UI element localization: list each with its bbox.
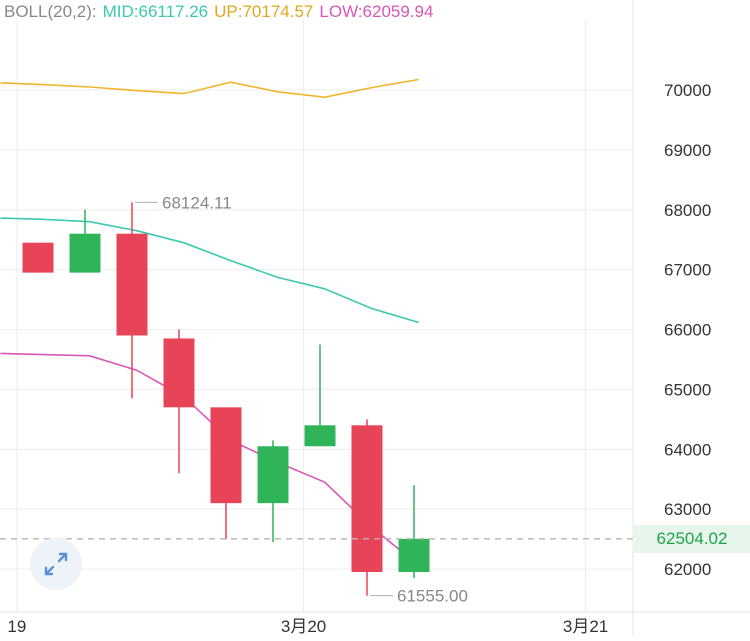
x-tick-label: 3月21 — [563, 617, 608, 636]
y-tick-label: 66000 — [664, 321, 711, 340]
y-tick-label: 67000 — [664, 261, 711, 280]
candle-down — [116, 202, 148, 399]
candle-body — [69, 233, 101, 273]
y-tick-label: 65000 — [664, 380, 711, 399]
zoom-button[interactable] — [30, 538, 82, 590]
candle-down — [163, 329, 195, 474]
candle-body — [398, 538, 430, 572]
boll-legend-name: BOLL(20,2): — [4, 2, 97, 21]
candle-up — [398, 485, 430, 578]
y-tick-label: 64000 — [664, 440, 711, 459]
annotation-label: 61555.00 — [397, 587, 468, 606]
candle-body — [163, 338, 195, 408]
candle-body — [210, 407, 242, 504]
boll-bands — [0, 78, 420, 567]
boll-legend: BOLL(20,2): MID:66117.26 UP:70174.57 LOW:62… — [4, 2, 439, 22]
candle-body — [304, 425, 336, 447]
boll-up-line — [0, 78, 419, 99]
candle-body — [22, 242, 54, 273]
candle-up — [304, 344, 336, 447]
boll-legend-up: UP:70174.57 — [214, 2, 314, 21]
candle-body — [116, 233, 148, 336]
price-annotations: 68124.11 61555.00 — [0, 193, 750, 606]
annotation-label: 68124.11 — [162, 193, 232, 212]
candle-down — [210, 407, 242, 540]
high-annotation: 68124.11 — [135, 193, 232, 212]
x-tick-label: 19 — [7, 617, 26, 636]
boll-mid-line — [0, 217, 419, 324]
current-price-tag: 62504.02 — [634, 524, 750, 553]
y-tick-label: 69000 — [664, 141, 711, 160]
candle-body — [257, 446, 289, 504]
expand-arrows-icon — [44, 552, 68, 576]
y-tick-label: 68000 — [664, 201, 711, 220]
x-tick-label: 3月20 — [281, 617, 326, 636]
boll-low-line — [0, 352, 420, 567]
candles — [22, 202, 430, 596]
candle-down — [351, 419, 383, 596]
boll-legend-low: LOW:62059.94 — [319, 2, 434, 21]
y-tick-label: 63000 — [664, 500, 711, 519]
candle-body — [351, 425, 383, 572]
low-annotation: 61555.00 — [370, 587, 468, 606]
candle-up — [69, 209, 101, 273]
y-tick-label: 62000 — [664, 560, 711, 579]
candle-up — [257, 440, 289, 543]
grid-layer — [0, 20, 633, 612]
y-tick-label: 70000 — [664, 81, 711, 100]
boll-legend-mid: MID:66117.26 — [102, 2, 209, 21]
candle-down — [22, 242, 54, 273]
